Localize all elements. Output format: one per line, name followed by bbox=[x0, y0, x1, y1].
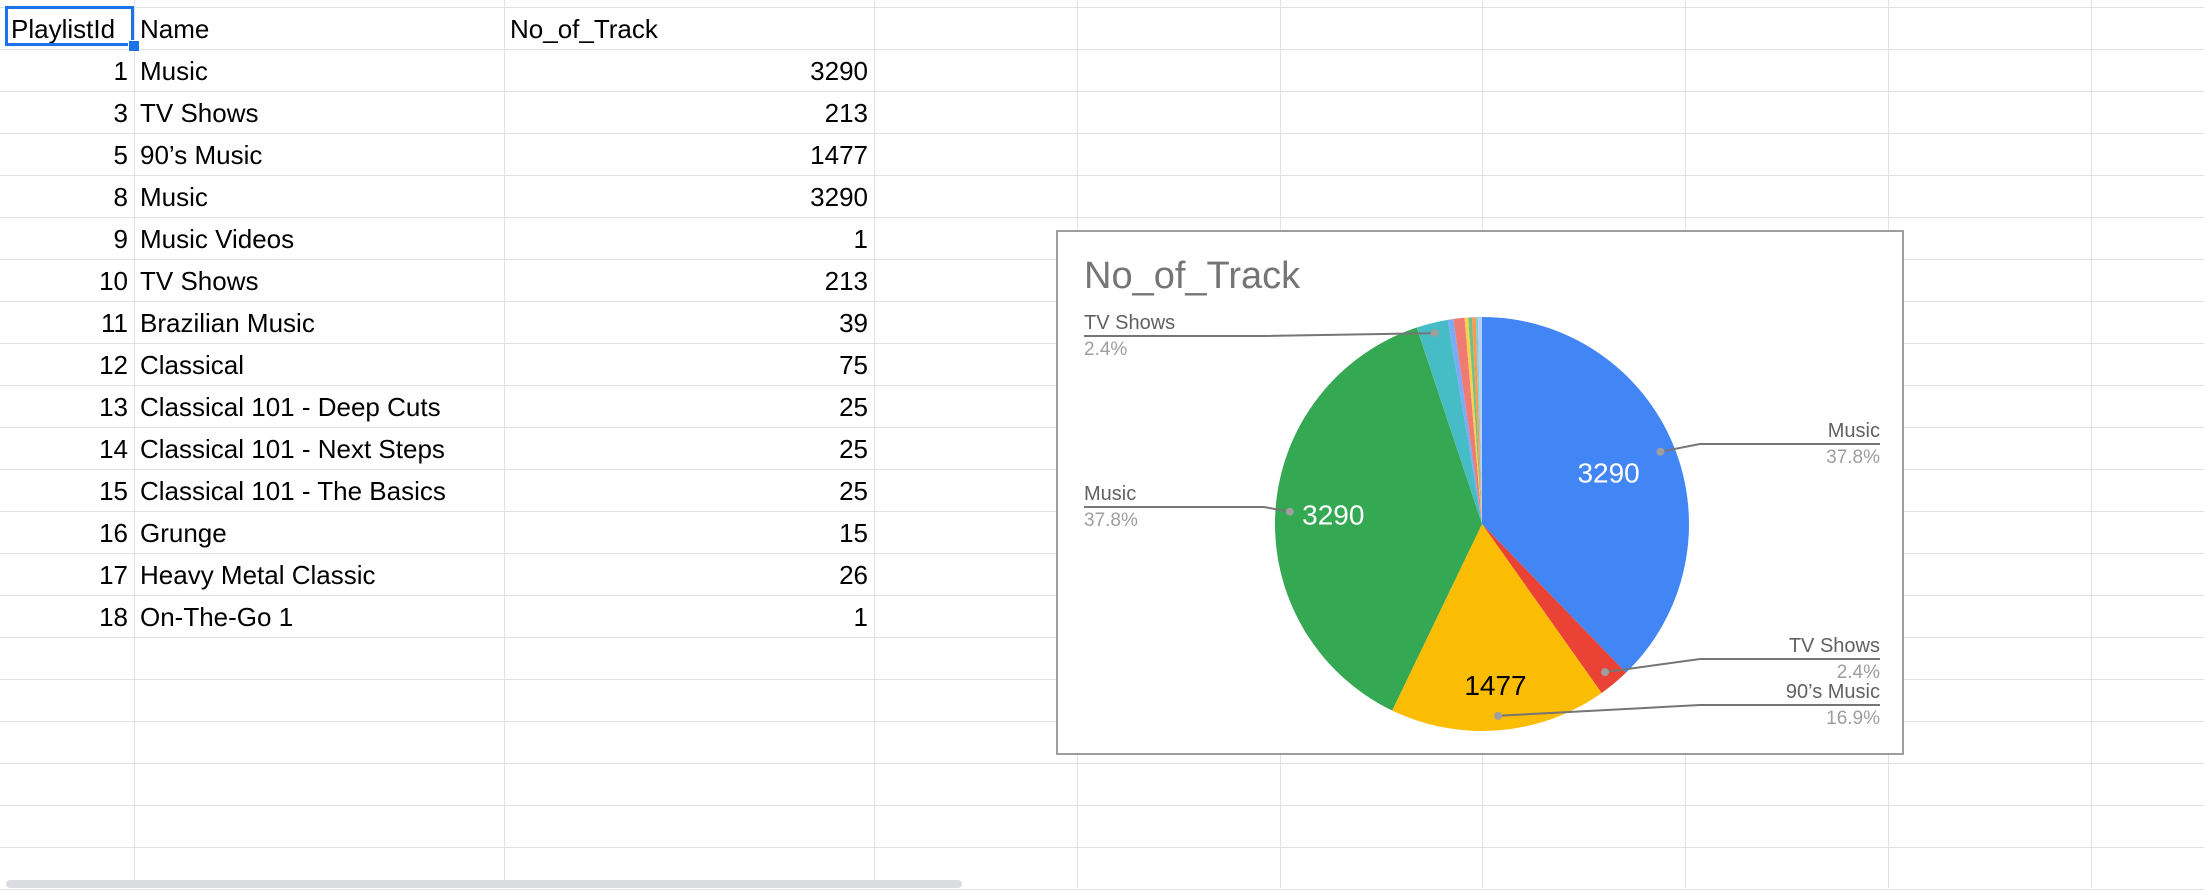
pie-chart[interactable]: No_of_Track 3290 1477 3290 Music 37.8% TV Show… bbox=[1056, 230, 1904, 755]
pie-value-label: 1477 bbox=[1464, 670, 1526, 701]
cell-name[interactable]: Grunge bbox=[134, 511, 504, 553]
cell-playlist-id[interactable]: 11 bbox=[0, 301, 134, 343]
cell-name[interactable]: Heavy Metal Classic bbox=[134, 553, 504, 595]
cell-track-count[interactable]: 25 bbox=[504, 385, 874, 427]
cell-track-count[interactable]: 26 bbox=[504, 553, 874, 595]
fill-handle[interactable] bbox=[128, 40, 140, 52]
cell-track-count[interactable]: 213 bbox=[504, 91, 874, 133]
cell-playlist-id[interactable]: 15 bbox=[0, 469, 134, 511]
cell-name[interactable]: TV Shows bbox=[134, 259, 504, 301]
pie-percent-label: 37.8% bbox=[1826, 447, 1880, 468]
cell-track-count[interactable]: 25 bbox=[504, 427, 874, 469]
pie-leader-dot bbox=[1431, 329, 1439, 337]
pie-percent-label: 16.9% bbox=[1826, 708, 1880, 729]
cell-name[interactable]: Brazilian Music bbox=[134, 301, 504, 343]
pie-leader-dot bbox=[1656, 448, 1664, 456]
cell-track-count[interactable]: 15 bbox=[504, 511, 874, 553]
pie-leader-dot bbox=[1601, 668, 1609, 676]
cell-track-count[interactable]: 3290 bbox=[504, 175, 874, 217]
cell-name[interactable]: Music Videos bbox=[134, 217, 504, 259]
pie-value-label: 3290 bbox=[1302, 500, 1364, 531]
cell-track-count[interactable]: 75 bbox=[504, 343, 874, 385]
cell-name[interactable]: Music bbox=[134, 49, 504, 91]
pie-percent-label: 37.8% bbox=[1084, 510, 1138, 531]
cell-playlist-id[interactable]: 14 bbox=[0, 427, 134, 469]
cell-track-count[interactable]: 25 bbox=[504, 469, 874, 511]
cell-name[interactable]: Classical 101 - The Basics bbox=[134, 469, 504, 511]
pie-category-label: 90’s Music bbox=[1786, 681, 1880, 703]
pie-percent-label: 2.4% bbox=[1084, 339, 1127, 360]
cell-playlist-id[interactable]: 9 bbox=[0, 217, 134, 259]
pie-chart-svg: No_of_Track 3290 1477 3290 Music 37.8% TV Show… bbox=[1058, 232, 1906, 757]
pie-category-label: Music bbox=[1084, 483, 1136, 505]
pie-category-label: Music bbox=[1828, 420, 1880, 442]
cell-playlist-id[interactable]: 17 bbox=[0, 553, 134, 595]
cell-track-count[interactable]: 1477 bbox=[504, 133, 874, 175]
cell-track-count[interactable]: 1 bbox=[504, 595, 874, 637]
cell-name[interactable]: On-The-Go 1 bbox=[134, 595, 504, 637]
cell-playlist-id[interactable]: 1 bbox=[0, 49, 134, 91]
cell-playlist-id[interactable]: 10 bbox=[0, 259, 134, 301]
cell-name[interactable]: Classical bbox=[134, 343, 504, 385]
cell-playlist-id[interactable]: 13 bbox=[0, 385, 134, 427]
pie-leader-dot bbox=[1286, 508, 1294, 516]
selected-cell-outline bbox=[5, 6, 134, 46]
header-name[interactable]: Name bbox=[134, 7, 504, 49]
header-no-of-track[interactable]: No_of_Track bbox=[504, 7, 874, 49]
cell-playlist-id[interactable]: 5 bbox=[0, 133, 134, 175]
cell-playlist-id[interactable]: 8 bbox=[0, 175, 134, 217]
cell-track-count[interactable]: 3290 bbox=[504, 49, 874, 91]
row-gridline bbox=[0, 763, 2204, 764]
cell-name[interactable]: Classical 101 - Next Steps bbox=[134, 427, 504, 469]
cell-name[interactable]: TV Shows bbox=[134, 91, 504, 133]
cell-name[interactable]: Classical 101 - Deep Cuts bbox=[134, 385, 504, 427]
pie-category-label: TV Shows bbox=[1084, 312, 1175, 334]
cell-playlist-id[interactable]: 3 bbox=[0, 91, 134, 133]
cell-track-count[interactable]: 213 bbox=[504, 259, 874, 301]
cell-track-count[interactable]: 1 bbox=[504, 217, 874, 259]
cell-track-count[interactable]: 39 bbox=[504, 301, 874, 343]
row-gridline bbox=[0, 805, 2204, 806]
pie-leader-dot bbox=[1494, 712, 1502, 720]
cell-name[interactable]: Music bbox=[134, 175, 504, 217]
chart-title: No_of_Track bbox=[1084, 255, 1301, 297]
row-gridline bbox=[0, 847, 2204, 848]
cell-playlist-id[interactable]: 12 bbox=[0, 343, 134, 385]
horizontal-scrollbar[interactable] bbox=[6, 880, 962, 888]
cell-playlist-id[interactable]: 18 bbox=[0, 595, 134, 637]
cell-name[interactable]: 90’s Music bbox=[134, 133, 504, 175]
pie-value-label: 3290 bbox=[1577, 458, 1639, 489]
pie-percent-label: 2.4% bbox=[1837, 662, 1880, 683]
cell-playlist-id[interactable]: 16 bbox=[0, 511, 134, 553]
pie-category-label: TV Shows bbox=[1789, 635, 1880, 657]
